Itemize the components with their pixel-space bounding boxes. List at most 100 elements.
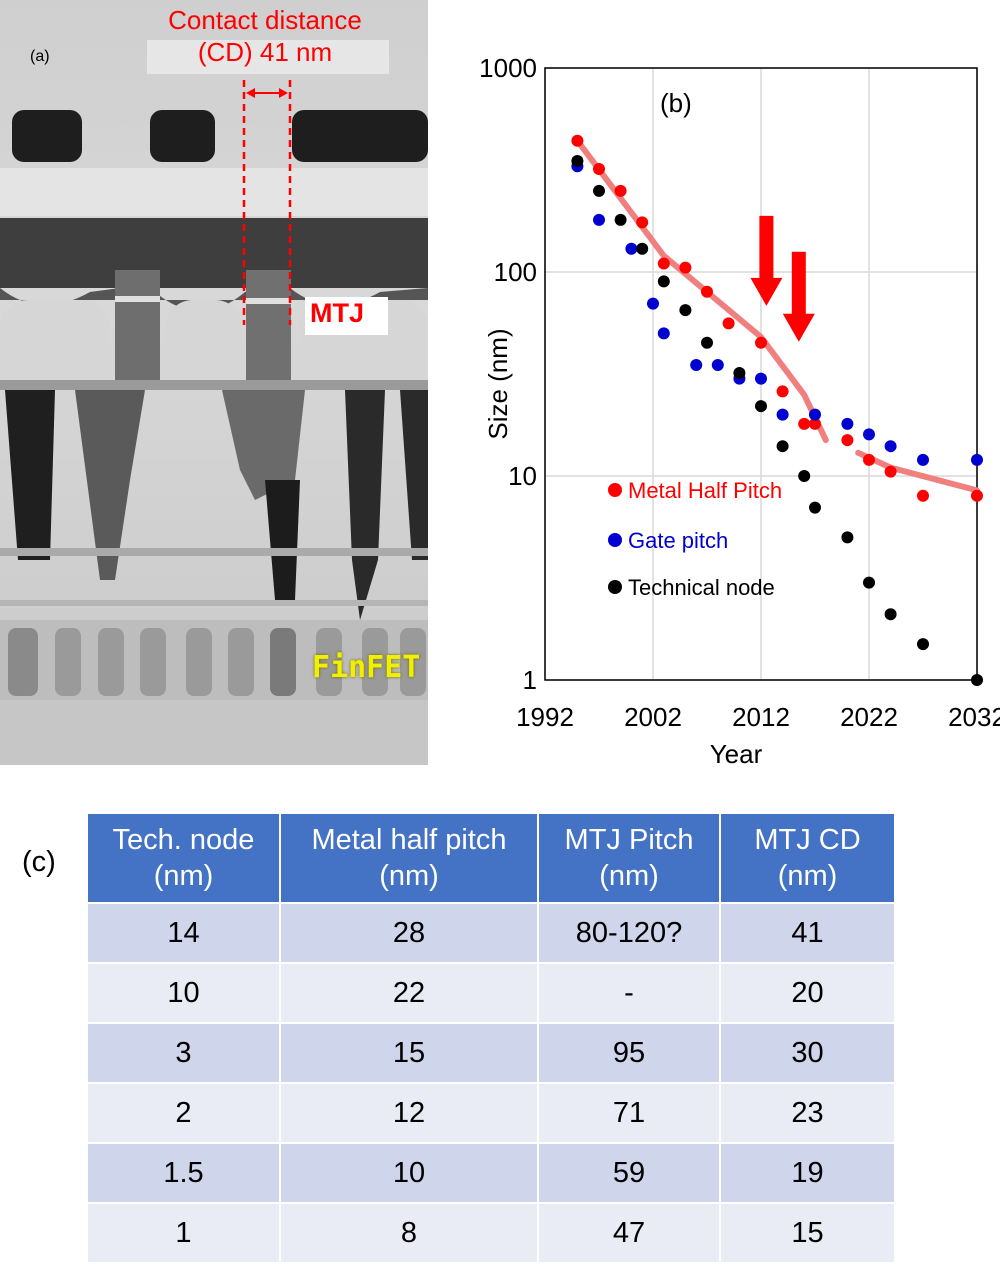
gate-pitch-point	[971, 453, 983, 466]
table-cell: 2	[86, 1082, 281, 1144]
technical-node-point	[733, 366, 746, 379]
technical-node-point	[701, 336, 713, 349]
table-cell: 28	[279, 902, 539, 964]
column-header: Metal half pitch (nm)	[279, 812, 539, 904]
gate-pitch-point	[776, 408, 789, 421]
gate-pitch-point	[593, 213, 605, 226]
metal-half-pitch-point	[798, 417, 811, 430]
table-cell: 1.5	[86, 1142, 281, 1204]
highlight-arrow	[759, 215, 774, 286]
gate-pitch-point	[809, 408, 821, 421]
table-cell: 95	[537, 1022, 721, 1084]
metal-half-pitch-point	[657, 257, 670, 270]
y-tick-label: 10	[508, 461, 537, 491]
x-tick-label: 1992	[516, 702, 574, 732]
column-header: MTJ Pitch (nm)	[537, 812, 721, 904]
scaling-chart-svg: 1992 2002 2012 2022 2032 1 10 100 1000 Year Size (…	[479, 53, 1000, 769]
gate-pitch-point	[755, 372, 767, 385]
gate-pitch-point	[917, 453, 929, 466]
gate-pitch-point	[711, 359, 724, 372]
x-tick-label: 2022	[840, 702, 898, 732]
technical-node-point	[809, 501, 821, 514]
metal-half-pitch-point	[636, 216, 649, 229]
metal-half-pitch-point	[884, 465, 897, 478]
technical-node-point	[917, 638, 929, 651]
table-cell: 80-120?	[537, 902, 721, 964]
panel-a-label: (a)	[30, 48, 50, 65]
table-cell: 47	[537, 1202, 721, 1264]
technical-node-point	[884, 608, 897, 621]
tem-cross-section-image: (a) Contact distance (CD) 41 nm MTJ FinF…	[0, 0, 428, 765]
metal-half-pitch-point	[863, 453, 875, 466]
plot-frame	[544, 67, 978, 681]
y-axis-label: Size (nm)	[483, 328, 513, 439]
technical-node-point	[863, 576, 875, 589]
panel-b-label: (b)	[660, 88, 692, 118]
table-cell: 41	[719, 902, 896, 964]
technical-node-point	[776, 440, 789, 453]
table-cell: 1	[86, 1202, 281, 1264]
table-body: 14 28 80-120? 41 10 22-20 3 15 95 30 2 12 71 23 1.5 10 5…	[86, 902, 896, 1264]
finfet-label: FinFET	[312, 650, 421, 685]
table-row: 3 15 95 30	[86, 1022, 896, 1084]
cd-annotation-line2: (CD) 41 nm	[197, 37, 333, 67]
table-row: 1.5 10 59 19	[86, 1142, 896, 1204]
column-header: MTJ CD (nm)	[719, 812, 896, 904]
metal-half-pitch-point	[776, 385, 789, 398]
technical-node-point	[798, 470, 811, 482]
table-cell: 15	[279, 1022, 539, 1084]
table-cell: 12	[279, 1082, 539, 1144]
technical-node-point	[841, 531, 854, 544]
y-tick-label: 1000	[479, 53, 537, 83]
gate-pitch-point	[841, 417, 854, 430]
table-row: 1 8 47 15	[86, 1202, 896, 1264]
gate-pitch-point	[625, 242, 638, 255]
x-tick-label: 2032	[948, 702, 1000, 732]
legend-marker	[608, 533, 622, 547]
metal-half-pitch-point	[809, 417, 821, 430]
metal-half-pitch-point	[971, 489, 983, 502]
metal-half-pitch-point	[841, 434, 854, 447]
cd-annotation-line1: Contact distance	[168, 5, 362, 35]
y-tick-label: 1	[523, 665, 537, 695]
table-cell: 10	[86, 962, 281, 1024]
technical-node-point	[657, 275, 670, 288]
cd-annotation: Contact distance (CD) 41 nm	[130, 4, 400, 68]
legend-label: Technical node	[628, 575, 775, 600]
mtj-label: MTJ	[310, 298, 364, 328]
table-cell: 20	[719, 962, 896, 1024]
technical-node-point	[971, 674, 983, 686]
technical-node-point	[636, 242, 649, 255]
table-cell: 14	[86, 902, 281, 964]
table-cell: 19	[719, 1142, 896, 1204]
gate-pitch-point	[884, 440, 897, 453]
table-cell: 23	[719, 1082, 896, 1144]
table-row: 10 22-20	[86, 962, 896, 1024]
table-cell: 30	[719, 1022, 896, 1084]
technical-node-point	[593, 184, 605, 197]
table-cell: 10	[279, 1142, 539, 1204]
gate-pitch-point	[647, 297, 659, 310]
technical-node-point	[571, 155, 584, 168]
legend-marker	[608, 483, 622, 497]
table-cell: -	[537, 962, 721, 1024]
metal-half-pitch-point	[722, 317, 735, 330]
table-row: 2 12 71 23	[86, 1082, 896, 1144]
gate-pitch-point	[863, 428, 875, 441]
technical-node-point	[679, 304, 692, 317]
x-tick-label: 2012	[732, 702, 790, 732]
highlight-arrow	[791, 251, 806, 322]
highlight-arrow-head	[750, 277, 783, 306]
legend-marker	[608, 580, 622, 594]
metal-half-pitch-point	[755, 336, 767, 349]
panel-c-label: (c)	[22, 846, 56, 878]
table-cell: 71	[537, 1082, 721, 1144]
gate-pitch-point	[657, 327, 670, 340]
scaling-chart: 1992 2002 2012 2022 2032 1 10 100 1000 Year Size (…	[430, 0, 1000, 780]
table-header-row: Tech. node (nm) Metal half pitch (nm) MTJ Pi…	[86, 812, 896, 904]
metal-half-pitch-point	[701, 285, 713, 298]
mtj-scaling-table: Tech. node (nm) Metal half pitch (nm) MTJ Pi…	[86, 812, 896, 1264]
table-cell: 8	[279, 1202, 539, 1264]
table-cell: 59	[537, 1142, 721, 1204]
metal-half-pitch-point	[614, 184, 627, 197]
